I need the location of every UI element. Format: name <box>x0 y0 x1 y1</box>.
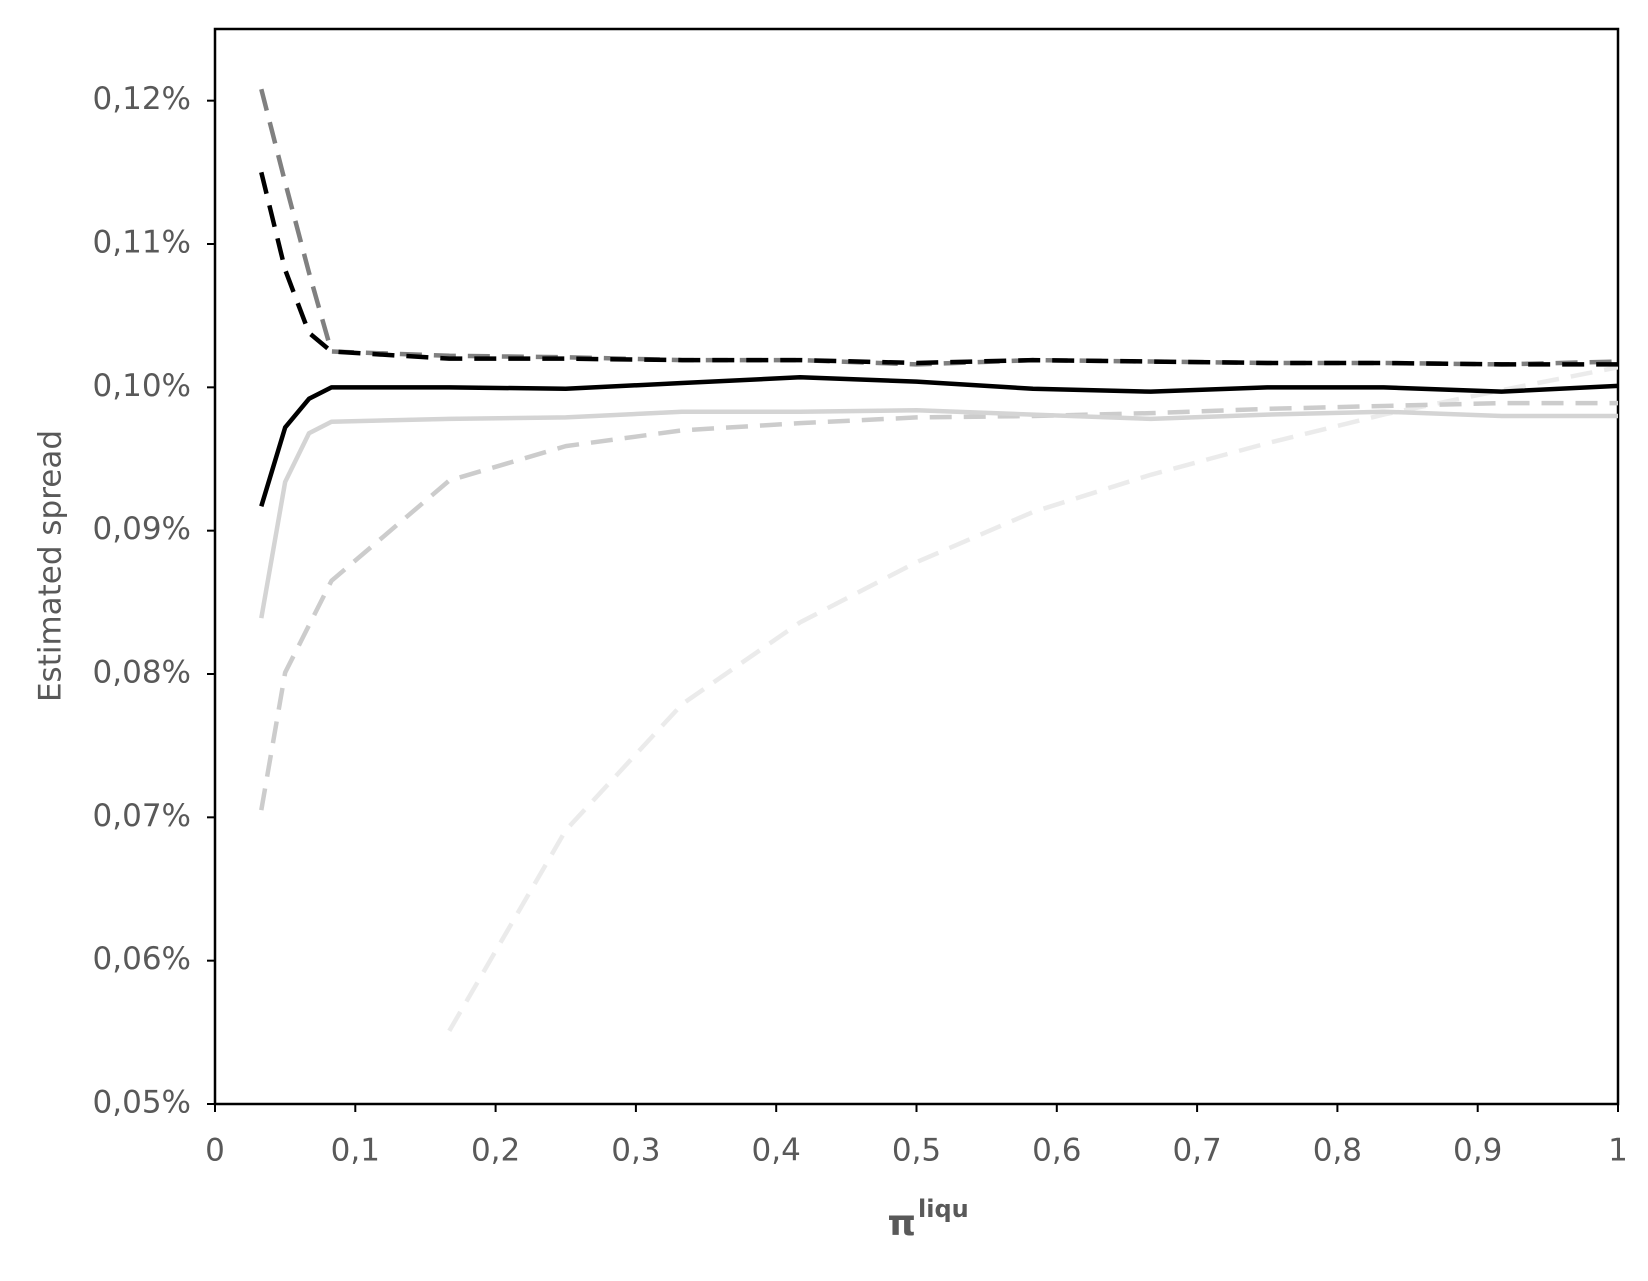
series-line <box>259 400 1618 811</box>
x-tick-label: 0,7 <box>1172 1133 1221 1169</box>
x-axis-label-superscript: liqu <box>918 1195 969 1223</box>
series-line <box>259 375 1618 507</box>
y-tick-label: 0,09% <box>93 511 191 547</box>
x-tick-label: 0 <box>205 1133 225 1169</box>
x-tick-label: 0,6 <box>1032 1133 1081 1169</box>
y-axis-label: Estimated spread <box>33 430 69 702</box>
series-line <box>447 365 1618 1033</box>
y-tick-label: 0,11% <box>93 225 191 261</box>
y-tick-label: 0,08% <box>93 655 191 691</box>
series-line <box>259 408 1618 619</box>
x-tick-label: 1 <box>1608 1133 1628 1169</box>
x-tick-label: 0,4 <box>752 1133 801 1169</box>
x-tick-label: 0,5 <box>892 1133 941 1169</box>
x-tick-label: 0,3 <box>611 1133 660 1169</box>
y-tick-label: 0,05% <box>93 1085 191 1121</box>
y-tick-label: 0,12% <box>93 81 191 117</box>
x-tick-label: 0,8 <box>1313 1133 1362 1169</box>
series-line <box>259 171 1618 367</box>
x-tick-label: 0,9 <box>1453 1133 1502 1169</box>
y-tick-label: 0,07% <box>93 798 191 834</box>
series-line <box>259 88 1618 367</box>
plot-frame <box>213 27 1620 1106</box>
x-tick-label: 0,1 <box>331 1133 380 1169</box>
x-axis-label: π <box>888 1203 916 1244</box>
series-group <box>259 88 1618 1033</box>
x-tick-label: 0,2 <box>471 1133 520 1169</box>
y-tick-label: 0,06% <box>93 941 191 977</box>
y-tick-label: 0,10% <box>93 368 191 404</box>
